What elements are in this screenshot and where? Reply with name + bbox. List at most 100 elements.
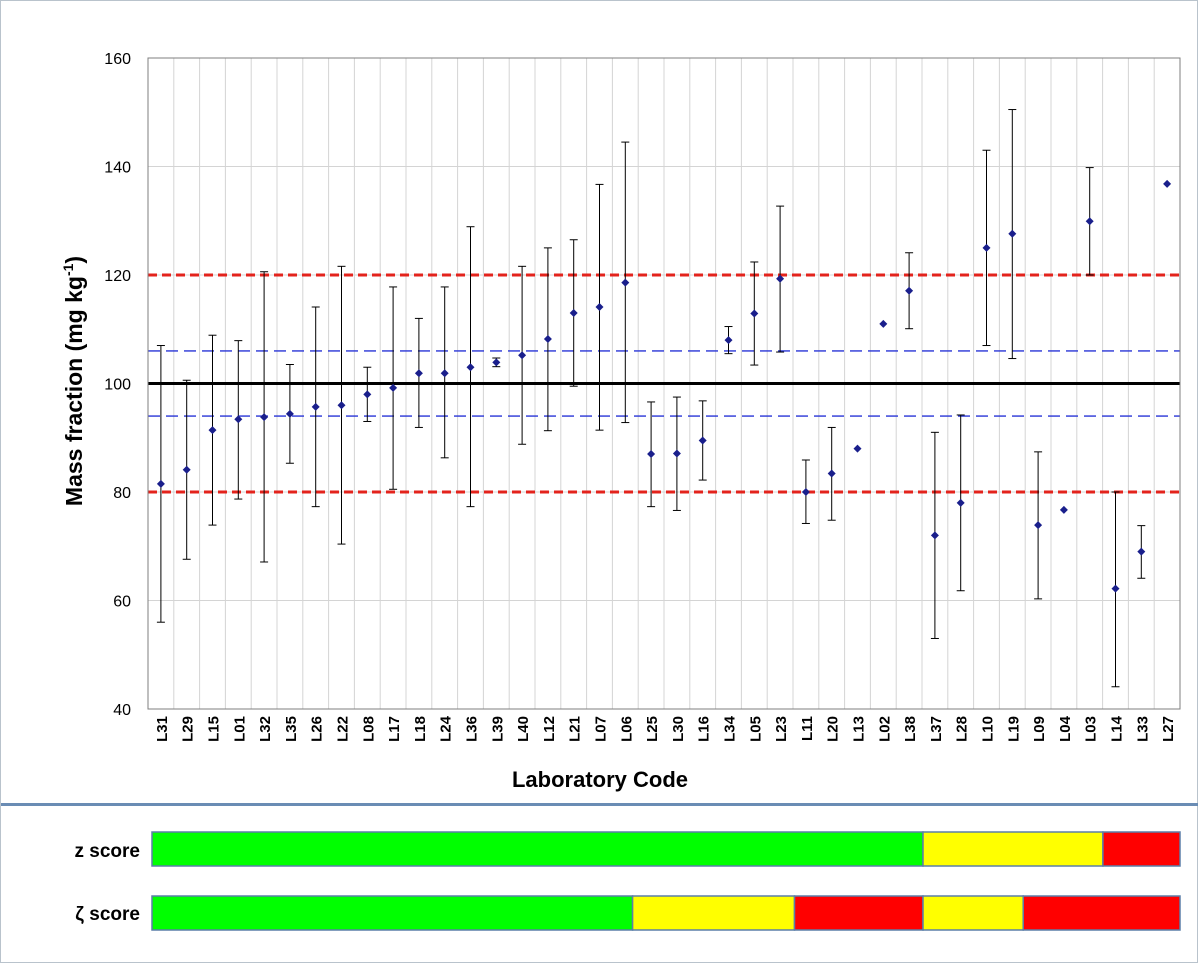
data-point [595,303,604,312]
x-tick-label: L39 [489,716,506,742]
data-point [853,444,862,453]
z-score-label: z score [75,841,140,862]
x-tick-label: L34 [722,715,739,742]
data-point [801,488,810,496]
data-point [930,531,939,540]
data-point [285,409,294,418]
data-point [621,278,630,287]
data-point [724,336,733,345]
x-tick-label: L05 [747,716,764,742]
x-tick-label: L14 [1109,715,1126,742]
score-segment [151,895,634,931]
data-point [982,243,991,252]
data-point [827,469,836,478]
reference-lines [148,273,1180,494]
data-point [1008,229,1017,238]
score-segment [793,895,924,931]
data-point [156,479,165,488]
y-tick-label: 120 [104,268,131,285]
score-segment [631,895,796,931]
data-point [389,383,398,392]
data-point [311,402,320,411]
data-points [156,179,1172,593]
data-point [208,426,217,435]
score-segment [1102,831,1181,867]
x-tick-label: L37 [928,716,945,742]
z-score-bar [151,831,1181,867]
x-tick-label: L20 [825,716,842,742]
x-tick-label: L15 [206,716,223,742]
y-tick-label: 160 [104,51,131,68]
x-tick-label: L07 [593,716,610,742]
data-point [337,401,346,410]
score-segment [922,895,1024,931]
x-tick-label: L10 [980,716,997,742]
y-tick-label: 40 [113,702,131,719]
x-tick-label: L38 [902,716,919,742]
x-tick-label: L12 [541,716,558,742]
plot-area-border [147,57,1181,710]
x-tick-label: L19 [1005,716,1022,742]
data-point [672,449,681,458]
data-point [260,413,269,422]
x-tick-label: L01 [231,716,248,742]
y-tick-label: 100 [104,377,131,394]
x-tick-label: L36 [464,716,481,742]
data-point [466,363,475,372]
x-tick-label: L40 [515,716,532,742]
data-point [647,450,656,459]
data-point [440,369,449,378]
y-tick-label: 80 [113,485,131,502]
x-tick-label: L31 [154,716,171,742]
x-tick-label: L26 [309,716,326,742]
y-tick-label: 140 [104,160,131,177]
x-tick-label: L02 [876,716,893,742]
panel-divider [1,803,1198,806]
x-tick-label: L27 [1160,716,1177,742]
score-segment [1022,895,1181,931]
data-point [182,465,191,474]
data-point [234,415,243,424]
x-tick-label: L18 [412,716,429,742]
data-point [569,308,578,317]
x-tick-label: L32 [257,716,274,742]
data-point [492,358,501,367]
x-axis-label: Laboratory Code [512,767,688,792]
data-point [414,369,423,378]
data-point [905,286,914,295]
x-tick-labels: L31 L29 L15 L01 L32 L35 L26 L22 L08 L17 L18 L24 L36 L… [154,715,1177,742]
x-tick-label: L21 [567,716,584,742]
y-tick-labels: 40 60 80 100 120 140 160 [104,51,131,719]
x-tick-label: L13 [851,716,868,742]
data-point [1163,179,1172,188]
data-point [1111,584,1120,593]
x-tick-label: L25 [644,716,661,742]
data-point [698,436,707,445]
data-point [1059,505,1068,514]
data-point [363,390,372,399]
data-point [1085,217,1094,226]
score-segment [922,831,1104,867]
zeta-score-label: ζ score [75,904,140,925]
x-tick-label: L22 [335,716,352,742]
x-tick-label: L11 [799,716,816,741]
x-tick-label: L03 [1083,716,1100,742]
data-point [750,309,759,318]
x-tick-label: L23 [773,716,790,742]
y-tick-label: 60 [113,594,131,611]
x-tick-label: L35 [283,716,300,742]
data-point [518,351,527,360]
x-tick-label: L08 [360,716,377,742]
data-point [1137,547,1146,556]
y-axis-label: Mass fraction (mg kg-1) [60,256,87,506]
data-point [956,498,965,507]
x-tick-label: L30 [670,716,687,742]
x-tick-label: L28 [954,716,971,742]
data-point [879,319,888,328]
x-tick-label: L09 [1031,716,1048,742]
zeta-score-bar [151,895,1181,931]
x-tick-label: L29 [180,716,197,742]
x-tick-label: L06 [618,716,635,742]
